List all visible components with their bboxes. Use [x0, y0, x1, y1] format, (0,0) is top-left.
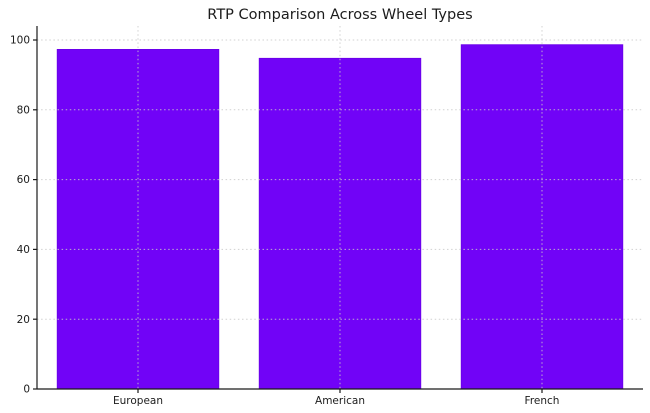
bar-french	[460, 44, 624, 390]
tick-marks-group	[33, 39, 543, 393]
x-tick-label-european: European	[113, 395, 163, 407]
x-tick-label-american: American	[315, 395, 365, 407]
y-tick-label-20: 20	[17, 314, 30, 326]
y-tick-label-60: 60	[17, 174, 30, 186]
y-tick-label-80: 80	[17, 104, 30, 116]
x-tick-label-french: French	[525, 395, 560, 407]
chart-title: RTP Comparison Across Wheel Types	[207, 7, 472, 23]
y-tick-label-0: 0	[23, 384, 30, 396]
y-tick-label-40: 40	[17, 244, 30, 256]
gridlines-group	[37, 26, 643, 389]
tick-labels-group: 0 20 40 60 80 100 European American French	[10, 35, 560, 407]
y-tick-label-100: 100	[10, 35, 30, 47]
